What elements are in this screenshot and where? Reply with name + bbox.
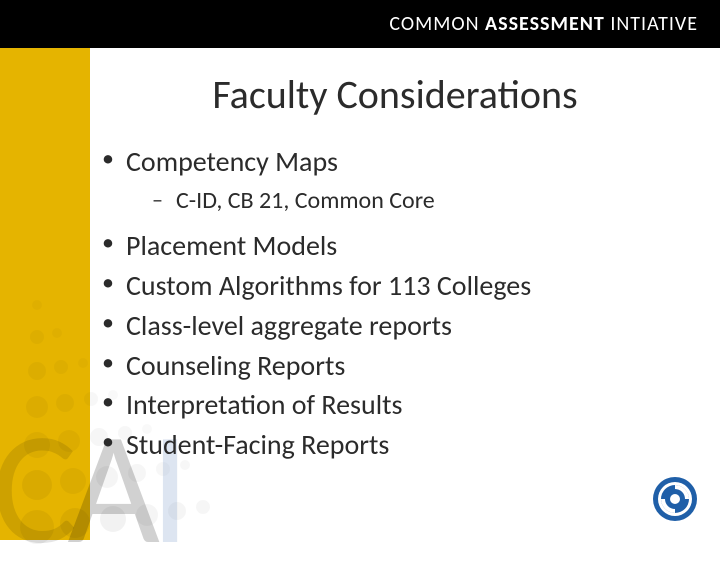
brand-word-assessment: ASSESSMENT [485,12,605,36]
brand-word-initiative: INTIATIVE [605,12,698,36]
bullet-text: Student-Facing Reports [126,427,389,462]
bullet-text: Counseling Reports [126,348,345,383]
bullet-item: Placement Models [100,227,690,265]
bullet-text: Custom Algorithms for 113 Colleges [126,268,531,303]
sub-bullet-text: C-ID, CB 21, Common Core [176,186,435,215]
org-badge-icon [652,476,698,522]
sub-bullet-item: C-ID, CB 21, Common Core [126,185,690,217]
bullet-list: Competency Maps C-ID, CB 21, Common Core… [100,143,690,464]
bullet-item: Competency Maps C-ID, CB 21, Common Core [100,143,690,217]
bullet-item: Class-level aggregate reports [100,307,690,345]
bullet-item: Interpretation of Results [100,386,690,424]
bullet-item: Counseling Reports [100,347,690,385]
sub-bullet-list: C-ID, CB 21, Common Core [126,185,690,217]
slide-title: Faculty Considerations [100,70,690,119]
bullet-text: Interpretation of Results [126,387,402,422]
bullet-item: Student-Facing Reports [100,426,690,464]
bullet-text: Competency Maps [126,144,338,179]
brand-word-common: COMMON [389,12,485,36]
left-accent-strip [0,48,90,540]
header-bar: COMMON ASSESSMENT INTIATIVE [0,0,720,48]
bullet-text: Placement Models [126,228,337,263]
slide-content: Faculty Considerations Competency Maps C… [100,60,690,466]
bullet-text: Class-level aggregate reports [126,308,452,343]
bullet-item: Custom Algorithms for 113 Colleges [100,267,690,305]
brand-text: COMMON ASSESSMENT INTIATIVE [389,12,698,36]
